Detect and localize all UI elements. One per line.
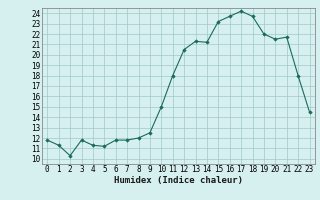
X-axis label: Humidex (Indice chaleur): Humidex (Indice chaleur) — [114, 176, 243, 185]
